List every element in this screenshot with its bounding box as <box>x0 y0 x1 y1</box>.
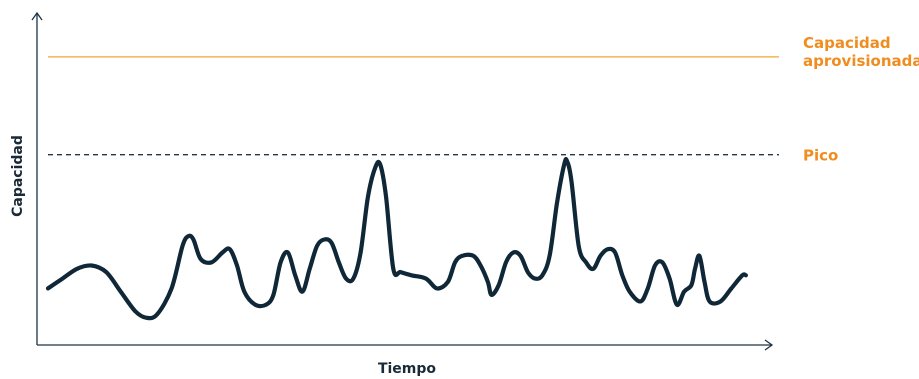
y-axis-label: Capacidad <box>10 135 26 217</box>
reference-lines: Capacidad aprovisionada Pico <box>48 34 919 165</box>
demand-series-line <box>45 157 748 321</box>
y-axis-arrow <box>31 11 43 21</box>
x-axis-label: Tiempo <box>378 361 436 377</box>
provisioned-label-line: aprovisionada <box>803 52 919 70</box>
x-axis-arrow <box>764 339 774 351</box>
peak-label: Pico <box>803 147 838 165</box>
peak-label-line: Pico <box>803 147 838 165</box>
provisioned-label-line: Capacidad <box>803 34 891 52</box>
provisioned-label: Capacidad aprovisionada <box>803 34 919 70</box>
